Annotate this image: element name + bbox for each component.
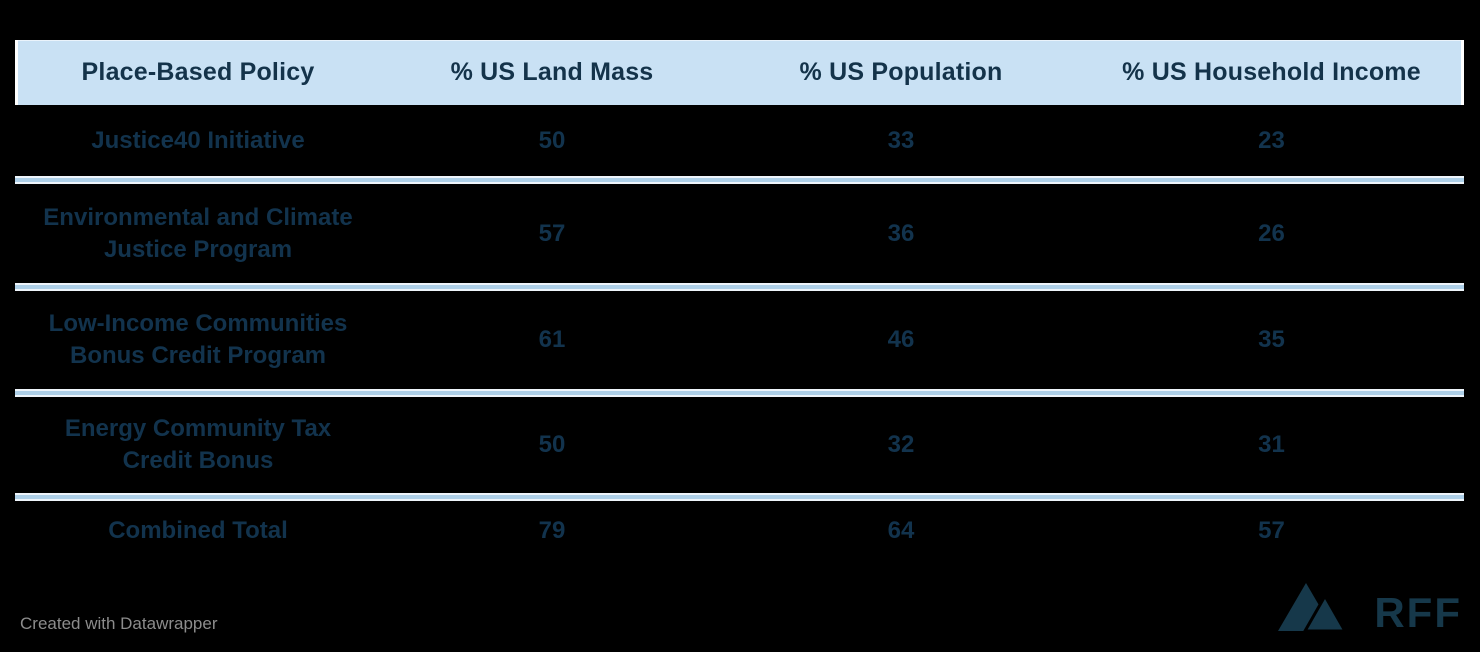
row-separator [15, 389, 1464, 397]
policy-name-line: Environmental and Climate [43, 203, 353, 231]
policy-name-line: Credit Bonus [122, 447, 274, 474]
table-row: Energy Community Tax Credit Bonus 50 32 … [15, 397, 1464, 493]
policy-name-line: Justice Program [103, 235, 293, 263]
policy-name-line: Bonus Credit Program [69, 342, 327, 369]
policy-name-cell: Justice40 Initiative [15, 125, 381, 157]
table-row: Low-Income Communities Bonus Credit Prog… [15, 291, 1464, 389]
household-income-cell: 57 [1258, 516, 1285, 544]
population-cell: 33 [887, 126, 915, 154]
table-row: Justice40 Initiative 50 33 23 [15, 105, 1464, 176]
rff-logo: RFF [1278, 583, 1462, 636]
column-header-land-mass: % US Land Mass [450, 58, 654, 86]
population-cell: 32 [887, 431, 915, 458]
table-row-total: Combined Total 79 64 57 [15, 501, 1464, 560]
land-mass-cell: 50 [538, 126, 566, 154]
table-row: Environmental and Climate Justice Progra… [15, 184, 1464, 283]
table-header-row: Place-Based Policy % US Land Mass % US P… [15, 40, 1464, 105]
land-mass-cell: 61 [538, 326, 566, 353]
policy-table: Place-Based Policy % US Land Mass % US P… [15, 40, 1464, 560]
land-mass-cell: 50 [538, 431, 566, 458]
household-income-cell: 26 [1258, 219, 1285, 247]
policy-name-cell: Energy Community Tax Credit Bonus [15, 413, 381, 477]
land-mass-cell: 57 [538, 219, 566, 247]
row-separator [15, 283, 1464, 291]
policy-name-cell: Low-Income Communities Bonus Credit Prog… [15, 308, 381, 372]
population-cell: 46 [887, 326, 915, 353]
population-cell: 64 [887, 516, 915, 544]
column-header-policy: Place-Based Policy [81, 58, 315, 86]
row-separator [15, 493, 1464, 501]
household-income-cell: 31 [1258, 431, 1285, 458]
policy-name-cell: Combined Total [15, 515, 381, 547]
column-header-household-income: % US Household Income [1122, 58, 1421, 86]
column-header-population: % US Population [799, 58, 1003, 86]
policy-name-line: Justice40 Initiative [91, 126, 305, 154]
policy-name-line: Low-Income Communities [48, 310, 348, 337]
policy-name-line: Energy Community Tax [64, 415, 332, 442]
rff-logo-text: RFF [1374, 589, 1462, 636]
mountain-icon [1278, 583, 1356, 636]
land-mass-cell: 79 [538, 516, 566, 544]
population-cell: 36 [887, 219, 915, 247]
policy-name-cell: Environmental and Climate Justice Progra… [15, 202, 381, 266]
policy-name-line: Combined Total [108, 516, 288, 544]
row-separator [15, 176, 1464, 184]
household-income-cell: 35 [1258, 326, 1285, 353]
household-income-cell: 23 [1258, 126, 1285, 154]
datawrapper-attribution-link[interactable]: Created with Datawrapper [20, 614, 218, 633]
